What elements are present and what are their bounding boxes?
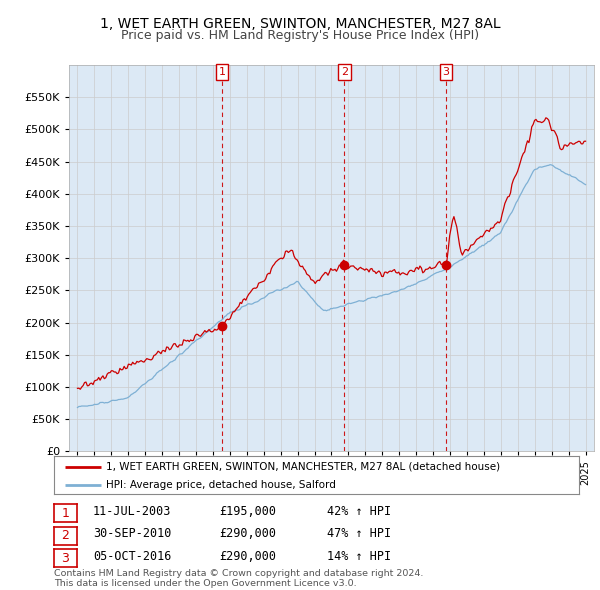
Text: 47% ↑ HPI: 47% ↑ HPI [327, 527, 391, 540]
Text: 2: 2 [341, 67, 348, 77]
Text: 14% ↑ HPI: 14% ↑ HPI [327, 550, 391, 563]
Text: 3: 3 [61, 552, 70, 565]
Text: 1, WET EARTH GREEN, SWINTON, MANCHESTER, M27 8AL (detached house): 1, WET EARTH GREEN, SWINTON, MANCHESTER,… [107, 462, 500, 472]
Text: 11-JUL-2003: 11-JUL-2003 [93, 505, 172, 518]
Text: 2: 2 [61, 529, 70, 542]
Text: 1: 1 [61, 507, 70, 520]
Text: £290,000: £290,000 [219, 550, 276, 563]
Text: 1: 1 [218, 67, 226, 77]
Text: 30-SEP-2010: 30-SEP-2010 [93, 527, 172, 540]
Text: Contains HM Land Registry data © Crown copyright and database right 2024.
This d: Contains HM Land Registry data © Crown c… [54, 569, 424, 588]
Text: £290,000: £290,000 [219, 527, 276, 540]
Text: £195,000: £195,000 [219, 505, 276, 518]
Text: 1, WET EARTH GREEN, SWINTON, MANCHESTER, M27 8AL: 1, WET EARTH GREEN, SWINTON, MANCHESTER,… [100, 17, 500, 31]
Text: 05-OCT-2016: 05-OCT-2016 [93, 550, 172, 563]
Text: HPI: Average price, detached house, Salford: HPI: Average price, detached house, Salf… [107, 480, 337, 490]
Text: 42% ↑ HPI: 42% ↑ HPI [327, 505, 391, 518]
Text: 3: 3 [442, 67, 449, 77]
Text: Price paid vs. HM Land Registry's House Price Index (HPI): Price paid vs. HM Land Registry's House … [121, 30, 479, 42]
